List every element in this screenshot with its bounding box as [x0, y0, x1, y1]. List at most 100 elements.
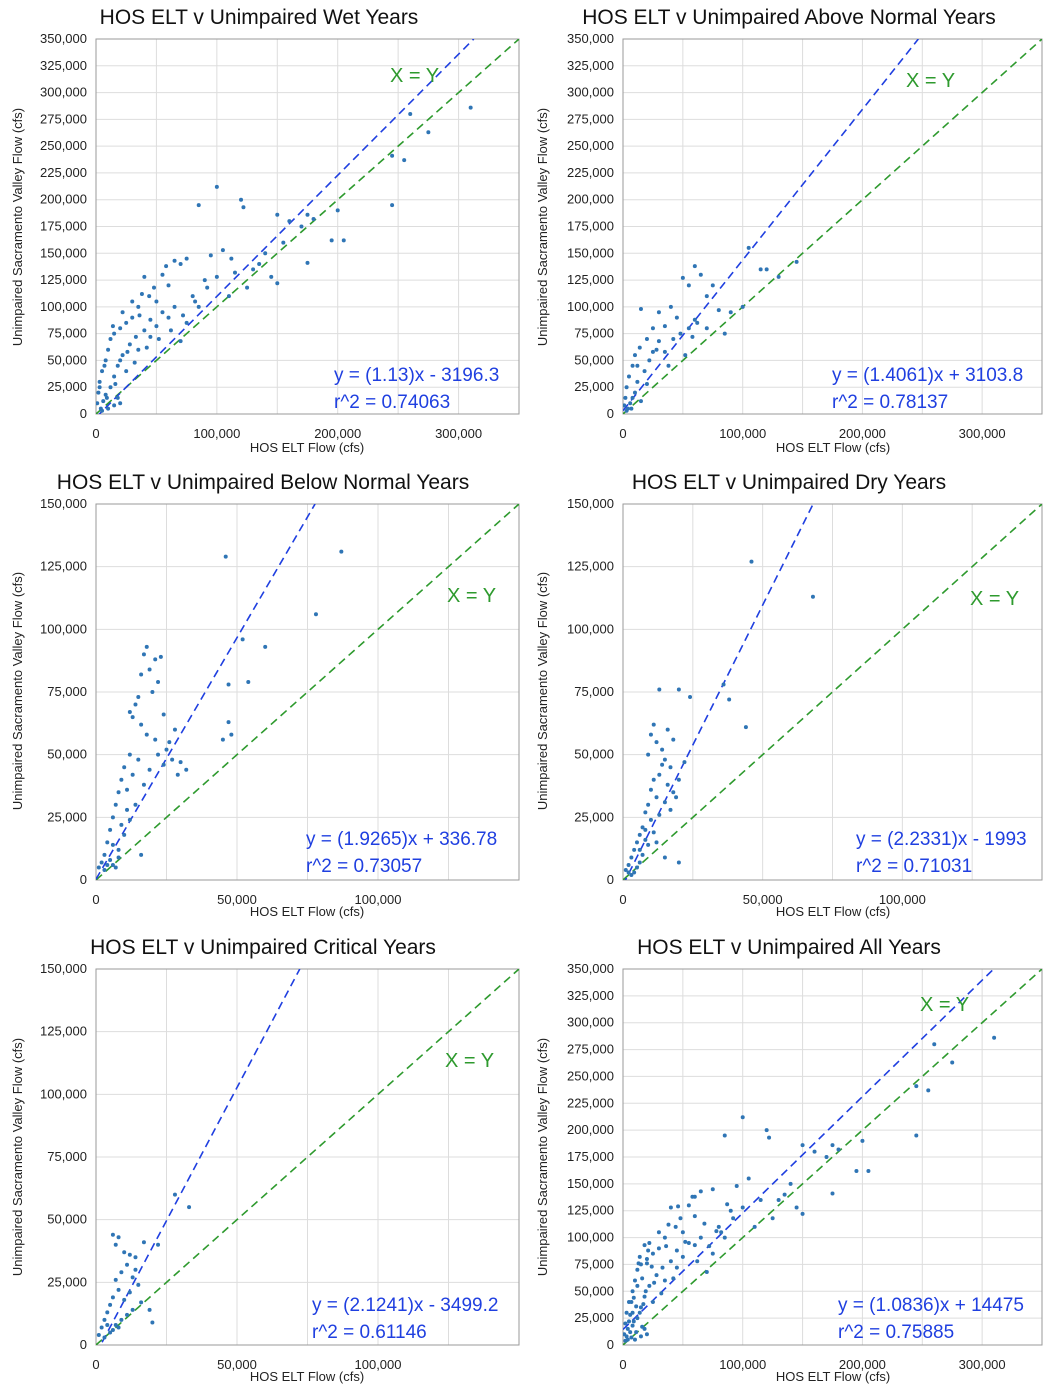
- data-point: [275, 212, 280, 217]
- y-tick-label: 250,000: [567, 138, 614, 153]
- data-point: [648, 787, 653, 792]
- data-point: [137, 313, 142, 318]
- x-tick-label: 100,000: [355, 892, 402, 907]
- data-point: [668, 765, 673, 770]
- y-tick-label: 125,000: [40, 559, 87, 574]
- r-squared-label: r^2 = 0.73057: [306, 856, 422, 877]
- data-point: [654, 347, 659, 352]
- data-point: [660, 747, 665, 752]
- data-point: [866, 1168, 871, 1173]
- data-point: [626, 1319, 631, 1324]
- data-point: [239, 197, 244, 202]
- y-tick-label: 325,000: [40, 58, 87, 73]
- data-point: [96, 1332, 101, 1337]
- x-tick-label: 200,000: [314, 426, 361, 441]
- plot-area: [96, 39, 519, 414]
- data-point: [665, 782, 670, 787]
- trend-equation: y = (1.4061)x + 3103.8: [832, 365, 1023, 386]
- data-point: [635, 1316, 640, 1321]
- data-point: [654, 1273, 659, 1278]
- trend-line: [96, 504, 316, 880]
- data-point: [632, 353, 637, 358]
- data-point: [110, 1295, 115, 1300]
- y-tick-label: 125,000: [567, 1203, 614, 1218]
- data-point: [96, 390, 101, 395]
- x-tick-label: 50,000: [743, 892, 783, 907]
- xy-line-label: X = Y: [390, 65, 439, 87]
- data-point: [108, 337, 113, 341]
- data-point: [263, 251, 268, 256]
- data-point: [686, 1203, 691, 1208]
- x-axis-label: HOS ELT Flow (cfs): [776, 440, 890, 455]
- data-point: [740, 304, 745, 309]
- y-tick-label: 200,000: [567, 192, 614, 207]
- data-point: [178, 760, 183, 765]
- data-point: [704, 294, 709, 299]
- data-point: [166, 315, 171, 320]
- data-point: [690, 334, 695, 339]
- data-point: [647, 358, 652, 363]
- data-point: [147, 1307, 152, 1312]
- y-axis-label: Unimpaired Sacramento Valley Flow (cfs): [535, 1038, 550, 1276]
- data-point: [626, 862, 631, 867]
- data-point: [113, 1277, 118, 1282]
- data-point: [299, 224, 304, 229]
- data-point: [311, 217, 316, 221]
- data-point: [638, 399, 643, 404]
- data-point: [133, 802, 138, 807]
- data-point: [776, 274, 781, 279]
- data-point: [147, 767, 152, 772]
- data-point: [631, 1319, 636, 1324]
- data-point: [339, 549, 344, 554]
- data-point: [113, 865, 118, 870]
- data-point: [104, 395, 109, 400]
- data-point: [629, 855, 634, 860]
- data-point: [113, 1242, 118, 1247]
- data-point: [680, 275, 685, 280]
- data-point: [650, 326, 655, 331]
- data-point: [136, 304, 141, 309]
- data-point: [640, 1324, 645, 1329]
- y-axis-label: Unimpaired Sacramento Valley Flow (cfs): [10, 1038, 25, 1276]
- data-point: [623, 395, 628, 400]
- x-tick-label: 200,000: [839, 1357, 886, 1372]
- data-point: [690, 1194, 695, 1199]
- data-point: [725, 1202, 730, 1207]
- data-point: [800, 1211, 805, 1216]
- data-point: [674, 1265, 679, 1270]
- data-point: [657, 772, 662, 777]
- data-point: [830, 1143, 835, 1148]
- identity-line: [623, 969, 1042, 1345]
- data-point: [680, 1254, 685, 1259]
- data-point: [122, 765, 127, 770]
- r-squared-label: r^2 = 0.75885: [838, 1322, 954, 1343]
- data-point: [390, 203, 395, 208]
- y-tick-label: 250,000: [567, 1068, 614, 1083]
- data-point: [130, 772, 135, 777]
- data-point: [702, 1221, 707, 1226]
- data-point: [647, 1283, 652, 1288]
- y-tick-label: 150,000: [567, 1176, 614, 1191]
- data-point: [408, 112, 413, 116]
- data-point: [148, 334, 153, 339]
- data-point: [740, 1115, 745, 1120]
- data-point: [860, 1138, 865, 1143]
- data-point: [646, 802, 651, 807]
- data-point: [133, 334, 138, 339]
- x-tick-label: 100,000: [719, 1357, 766, 1372]
- r-squared-label: r^2 = 0.71031: [856, 856, 972, 877]
- y-tick-label: 50,000: [47, 1212, 87, 1227]
- y-tick-label: 100,000: [40, 1086, 87, 1101]
- data-point: [154, 299, 159, 304]
- data-point: [141, 652, 146, 657]
- data-point: [150, 1320, 155, 1325]
- data-point: [102, 1317, 107, 1322]
- data-point: [118, 326, 123, 331]
- y-tick-label: 175,000: [40, 219, 87, 234]
- data-point: [671, 790, 676, 795]
- data-point: [648, 817, 653, 822]
- data-point: [105, 840, 110, 845]
- data-point: [628, 401, 633, 406]
- data-point: [638, 307, 643, 311]
